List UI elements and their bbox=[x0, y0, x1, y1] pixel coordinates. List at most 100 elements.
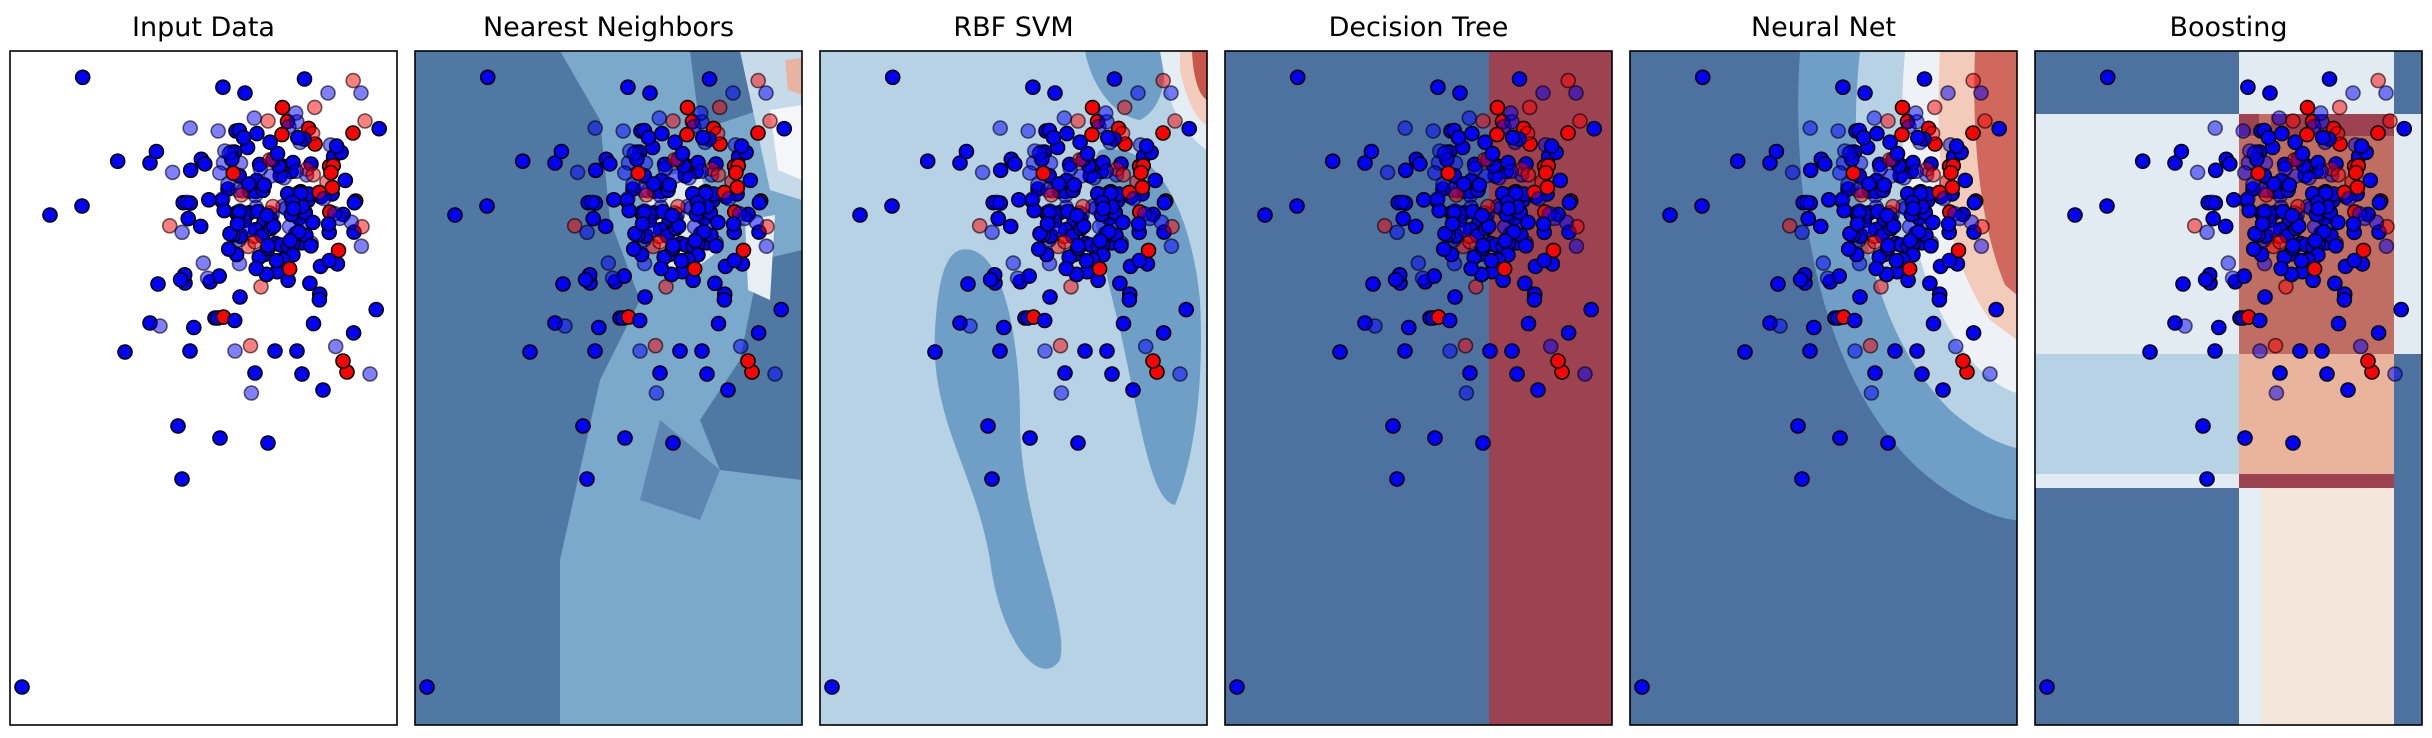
point-class-0 bbox=[597, 218, 614, 235]
point-class-0 bbox=[776, 120, 793, 137]
point-class-0 bbox=[1401, 319, 1417, 336]
point-class-1 bbox=[225, 165, 242, 181]
panel-decision-tree: Decision Tree bbox=[1224, 12, 1613, 726]
point-class-0 bbox=[172, 271, 189, 288]
point-class-0 bbox=[1430, 191, 1446, 207]
point-class-0 bbox=[1502, 105, 1519, 121]
point-class-0 bbox=[1482, 343, 1498, 359]
point-class-0 bbox=[590, 319, 607, 336]
point-class-0 bbox=[1908, 163, 1925, 180]
point-class-1 bbox=[305, 167, 322, 183]
point-class-0 bbox=[1115, 315, 1132, 332]
point-class-0 bbox=[2293, 252, 2310, 269]
point-class-0 bbox=[2262, 85, 2278, 101]
point-class-0 bbox=[353, 238, 370, 254]
point-class-0 bbox=[2205, 210, 2221, 227]
point-class-0 bbox=[315, 382, 331, 398]
point-class-0 bbox=[884, 198, 900, 214]
point-class-0 bbox=[2362, 172, 2379, 189]
point-class-0 bbox=[992, 120, 1009, 136]
point-class-0 bbox=[1909, 343, 1925, 359]
point-class-0 bbox=[2393, 301, 2409, 318]
point-class-0 bbox=[1794, 471, 1810, 487]
point-class-1 bbox=[274, 126, 290, 143]
point-class-0 bbox=[252, 160, 269, 177]
point-class-0 bbox=[1475, 237, 1491, 254]
point-class-0 bbox=[665, 237, 681, 254]
point-class-1 bbox=[335, 353, 351, 369]
point-class-1 bbox=[1155, 72, 1171, 89]
point-class-1 bbox=[1880, 113, 1896, 129]
point-class-0 bbox=[625, 241, 642, 257]
point-class-0 bbox=[1535, 85, 1551, 101]
point-class-0 bbox=[2341, 190, 2357, 207]
point-class-0 bbox=[1112, 275, 1128, 292]
point-class-0 bbox=[767, 366, 783, 382]
point-class-1 bbox=[711, 99, 728, 116]
point-class-0 bbox=[1568, 85, 1584, 101]
point-class-1 bbox=[2348, 164, 2364, 181]
point-class-0 bbox=[1483, 252, 1500, 269]
point-class-1 bbox=[2186, 218, 2203, 234]
surface-region bbox=[640, 420, 720, 520]
point-class-0 bbox=[2189, 164, 2206, 181]
point-class-0 bbox=[289, 343, 305, 359]
point-class-0 bbox=[1057, 365, 1073, 381]
point-class-0 bbox=[1397, 120, 1413, 136]
point-class-0 bbox=[640, 129, 657, 146]
point-class-1 bbox=[1550, 353, 1566, 369]
point-class-0 bbox=[1880, 237, 1896, 254]
point-class-0 bbox=[1427, 430, 1443, 446]
point-class-0 bbox=[1560, 325, 1577, 341]
point-class-0 bbox=[232, 203, 248, 219]
point-class-0 bbox=[720, 382, 736, 398]
point-class-0 bbox=[305, 315, 322, 332]
point-class-0 bbox=[267, 343, 283, 359]
point-class-0 bbox=[884, 69, 901, 86]
point-class-0 bbox=[750, 325, 767, 341]
point-class-0 bbox=[1902, 233, 1919, 249]
point-class-0 bbox=[577, 271, 594, 288]
point-class-0 bbox=[2340, 382, 2356, 398]
point-class-0 bbox=[585, 210, 602, 227]
point-class-1 bbox=[566, 218, 583, 234]
plot-frame bbox=[1224, 50, 1613, 726]
point-class-0 bbox=[982, 271, 999, 288]
point-class-0 bbox=[1925, 315, 1942, 332]
point-class-0 bbox=[2285, 237, 2301, 254]
point-class-0 bbox=[2175, 276, 2191, 292]
point-class-0 bbox=[2284, 207, 2300, 224]
point-class-0 bbox=[579, 471, 595, 487]
point-class-0 bbox=[726, 252, 743, 269]
point-class-0 bbox=[199, 270, 216, 287]
point-class-0 bbox=[2177, 318, 2193, 334]
point-class-0 bbox=[693, 163, 710, 180]
point-class-0 bbox=[1923, 238, 1939, 254]
point-class-0 bbox=[2246, 145, 2263, 162]
point-class-0 bbox=[1530, 382, 1546, 398]
point-class-1 bbox=[665, 113, 681, 129]
point-class-0 bbox=[1414, 270, 1431, 287]
point-class-0 bbox=[587, 162, 604, 179]
point-class-0 bbox=[362, 366, 378, 382]
point-class-0 bbox=[2327, 275, 2343, 292]
point-class-0 bbox=[1966, 194, 1983, 211]
point-class-0 bbox=[2266, 176, 2282, 192]
point-class-0 bbox=[201, 192, 217, 208]
point-class-0 bbox=[1047, 85, 1063, 101]
point-class-0 bbox=[182, 162, 199, 179]
point-class-0 bbox=[1729, 153, 1746, 169]
point-class-0 bbox=[587, 120, 604, 136]
point-class-0 bbox=[1520, 214, 1536, 231]
point-class-1 bbox=[1496, 261, 1513, 277]
point-class-0 bbox=[1905, 200, 1922, 217]
point-class-0 bbox=[1925, 214, 1941, 231]
point-class-0 bbox=[1172, 366, 1188, 382]
point-class-1 bbox=[1943, 164, 1959, 181]
point-class-0 bbox=[2277, 160, 2294, 177]
point-class-0 bbox=[1868, 260, 1884, 277]
point-class-1 bbox=[1115, 167, 1132, 183]
point-class-0 bbox=[1464, 125, 1480, 142]
point-class-1 bbox=[2306, 261, 2323, 277]
point-class-0 bbox=[2207, 162, 2224, 179]
